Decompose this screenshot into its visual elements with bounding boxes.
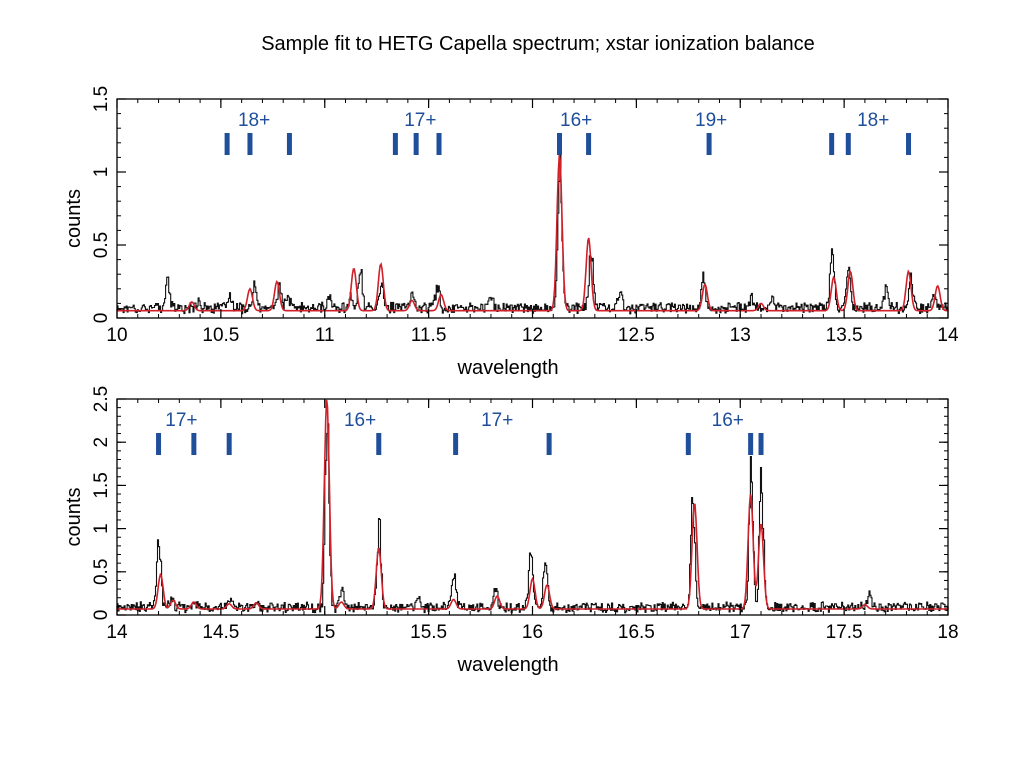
x-tick-label: 14.5 bbox=[202, 622, 239, 643]
x-tick-label: 17.5 bbox=[826, 622, 863, 643]
line-marker bbox=[226, 433, 232, 455]
line-marker bbox=[156, 433, 162, 455]
x-tick-label: 10 bbox=[106, 325, 127, 346]
x-tick-label: 15 bbox=[314, 622, 335, 643]
line-marker bbox=[906, 133, 912, 155]
y-tick-label: 2.5 bbox=[91, 386, 112, 412]
line-marker bbox=[546, 433, 552, 455]
x-tick-label: 12.5 bbox=[618, 325, 655, 346]
line-marker bbox=[557, 133, 563, 155]
x-tick-label: 13 bbox=[730, 325, 751, 346]
line-marker bbox=[224, 133, 230, 155]
x-tick-label: 16 bbox=[522, 622, 543, 643]
ion-charge-label: 17+ bbox=[481, 410, 513, 431]
page-title: Sample fit to HETG Capella spectrum; xst… bbox=[261, 33, 815, 55]
y-tick-label: 2 bbox=[91, 437, 112, 448]
x-tick-label: 14 bbox=[106, 622, 128, 643]
y-tick-label: 1.5 bbox=[91, 472, 112, 498]
line-marker bbox=[392, 133, 398, 155]
line-marker bbox=[829, 133, 835, 155]
x-axis-title: wavelength bbox=[457, 654, 559, 676]
line-marker bbox=[758, 433, 764, 455]
ion-charge-label: 17+ bbox=[404, 110, 436, 131]
x-tick-label: 15.5 bbox=[410, 622, 447, 643]
x-tick-label: 18 bbox=[937, 622, 958, 643]
model-series-line bbox=[117, 154, 948, 312]
line-marker bbox=[191, 433, 197, 455]
x-tick-label: 11 bbox=[315, 325, 335, 346]
line-marker bbox=[748, 433, 754, 455]
x-axis-title: wavelength bbox=[457, 357, 559, 379]
y-tick-label: 0.5 bbox=[91, 559, 112, 585]
plot-frame bbox=[116, 98, 949, 319]
bottom-panel-chart: 14 14.5 15 15.5 16 16.5 17 17.5 18 0 0.5 1 1.5 2 2.5 wa… bbox=[63, 386, 959, 676]
x-tick-label: 16.5 bbox=[618, 622, 655, 643]
y-tick-label: 0 bbox=[91, 313, 112, 324]
ion-charge-label: 18+ bbox=[238, 110, 270, 131]
y-tick-label: 0.5 bbox=[91, 232, 112, 258]
ion-charge-label: 16+ bbox=[344, 410, 376, 431]
ion-charge-label: 16+ bbox=[560, 110, 592, 131]
line-marker bbox=[586, 133, 592, 155]
line-marker bbox=[436, 133, 442, 155]
line-marker bbox=[247, 133, 253, 155]
y-tick-label: 1 bbox=[91, 523, 112, 534]
line-marker bbox=[453, 433, 459, 455]
model-series-line bbox=[117, 399, 948, 610]
ion-charge-label: 18+ bbox=[857, 110, 889, 131]
x-tick-label: 10.5 bbox=[202, 325, 239, 346]
data-series-line bbox=[117, 140, 948, 315]
y-axis-title: counts bbox=[63, 488, 85, 547]
y-tick-label: 1 bbox=[91, 167, 112, 178]
y-axis-title: counts bbox=[63, 189, 85, 248]
line-marker bbox=[706, 133, 712, 155]
x-tick-label: 11.5 bbox=[411, 325, 447, 346]
line-marker bbox=[685, 433, 691, 455]
ion-charge-label: 19+ bbox=[695, 110, 727, 131]
data-series-line bbox=[117, 423, 948, 614]
y-tick-label: 0 bbox=[91, 610, 112, 621]
line-marker bbox=[286, 133, 292, 155]
plot-frame bbox=[116, 398, 949, 616]
top-panel-chart: 10 10.5 11 11.5 12 12.5 13 13.5 1400.511.5wavele… bbox=[63, 86, 959, 379]
y-tick-label: 1.5 bbox=[91, 86, 112, 112]
line-marker bbox=[376, 433, 382, 455]
x-tick-label: 12 bbox=[522, 325, 543, 346]
line-marker bbox=[413, 133, 419, 155]
plot-area bbox=[117, 399, 948, 614]
x-tick-label: 13.5 bbox=[826, 325, 863, 346]
x-tick-label: 17 bbox=[730, 622, 751, 643]
ion-charge-label: 16+ bbox=[712, 410, 744, 431]
x-tick-label: 14 bbox=[937, 325, 959, 346]
line-marker bbox=[845, 133, 851, 155]
plot-area bbox=[117, 140, 948, 315]
ion-charge-label: 17+ bbox=[165, 410, 197, 431]
